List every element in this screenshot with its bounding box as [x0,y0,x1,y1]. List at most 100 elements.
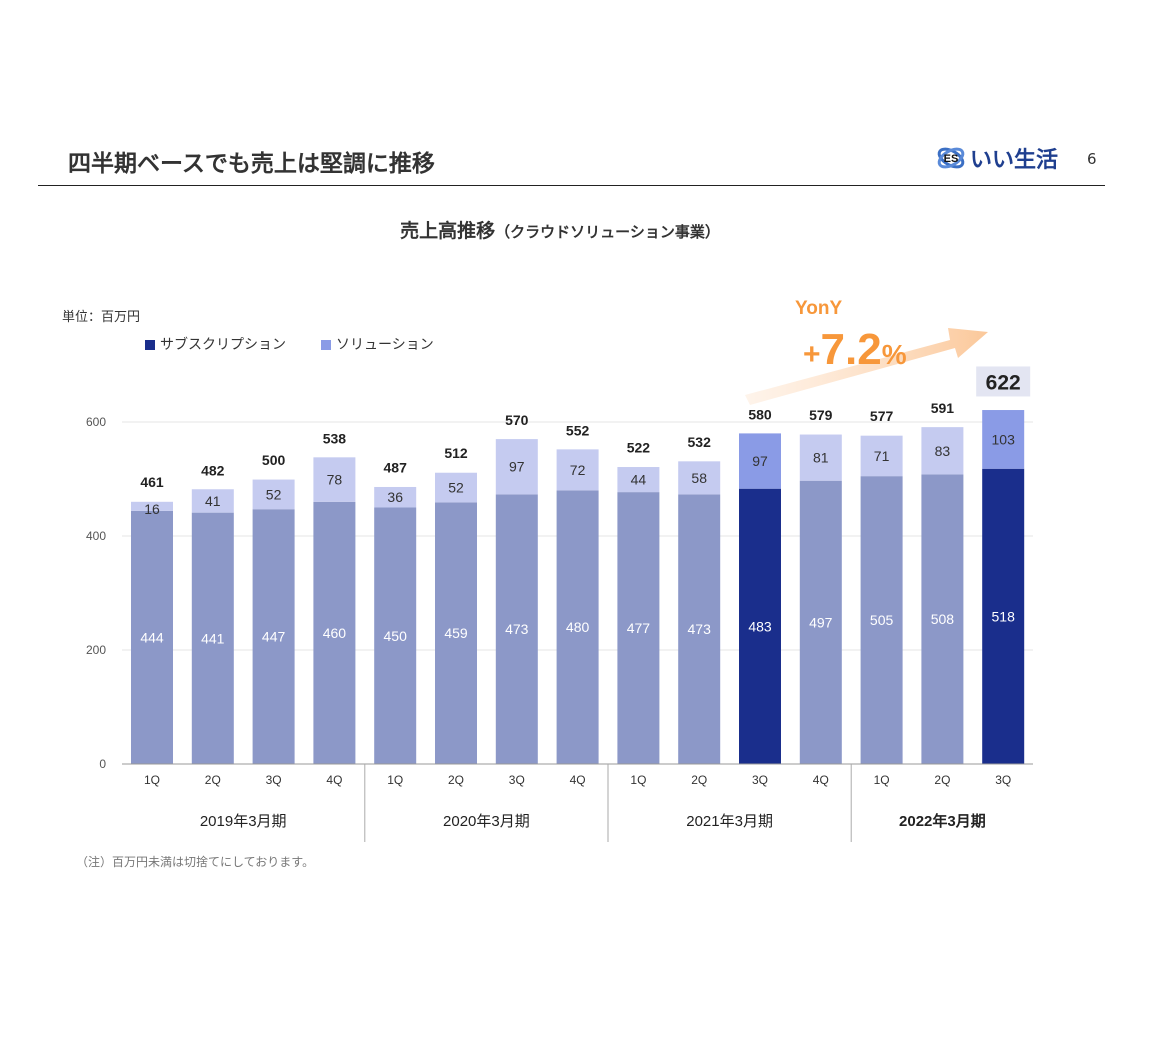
logo-text: いい生活 [970,147,1059,173]
legend-swatch [145,340,155,350]
chart-title: 売上高推移（クラウドソリューション事業） [0,216,1120,243]
chart-title-main: 売上高推移 [400,220,496,242]
total-value-label: 580 [748,406,772,422]
logo-mark-icon: ES [937,147,965,169]
solution-value-label: 103 [992,431,1016,447]
solution-value-label: 58 [691,470,707,486]
bar-subscription [617,492,660,764]
bar-subscription [678,494,721,764]
solution-value-label: 97 [752,453,768,469]
group-label: 2019年3月期 [200,813,287,830]
x-tick-label: 2Q [448,773,464,787]
subscription-value-label: 473 [505,621,529,637]
bar-subscription [921,474,964,764]
group-label: 2020年3月期 [443,813,530,830]
footnote: （注）百万円未満は切捨てにしております。 [76,855,315,869]
solution-value-label: 81 [813,450,829,466]
bar-solution [617,467,660,493]
subscription-value-label: 483 [748,618,772,634]
y-tick-label: 400 [86,529,106,543]
total-value-label: 552 [566,422,590,438]
x-tick-label: 3Q [266,773,282,787]
subscription-value-label: 508 [931,611,955,627]
x-tick-label: 1Q [630,773,646,787]
bar-subscription [374,507,417,764]
growth-arrow-icon [745,328,988,405]
y-tick-label: 0 [99,757,106,771]
bar-solution [739,433,781,489]
yony-value: +7.2% [803,325,907,374]
bar-subscription [799,480,842,764]
x-tick-label: 3Q [509,773,525,787]
x-tick-label: 2Q [934,773,950,787]
bar-subscription [252,509,295,764]
page-title: 四半期ベースでも売上は堅調に推移 [68,151,435,177]
x-tick-label: 2Q [691,773,707,787]
solution-value-label: 71 [874,448,890,464]
legend-label: サブスクリプション [160,336,286,352]
bar-subscription [435,502,477,764]
subscription-value-label: 441 [201,630,225,646]
chart-subtitle: （クラウドソリューション事業） [495,223,720,241]
total-value-label: 570 [505,412,529,428]
solution-value-label: 83 [935,443,951,459]
legend-swatch [321,340,331,350]
bar-solution [556,449,599,491]
bar-solution [191,489,234,513]
total-value-label: 532 [688,434,712,450]
total-value-label: 461 [140,474,164,490]
bar-solution [860,435,903,477]
group-label: 2022年3月期 [899,812,986,830]
subscription-value-label: 460 [323,625,347,641]
bar-solution [131,501,173,511]
subscription-value-label: 450 [384,628,408,644]
solution-value-label: 52 [448,480,464,496]
bar-subscription [739,488,781,764]
bar-subscription [860,476,903,764]
total-value-label: 487 [384,459,408,475]
bar-solution [982,410,1025,469]
x-tick-label: 3Q [752,773,768,787]
bar-solution [374,486,417,508]
legend-label: ソリューション [336,336,434,352]
total-value-label: 622 [986,371,1021,394]
bar-solution [678,461,721,495]
unit-label: 単位：百万円 [62,310,141,325]
svg-text:ES: ES [944,153,959,165]
company-logo: ES いい生活 [936,142,1058,174]
subscription-value-label: 518 [992,608,1016,624]
subscription-value-label: 473 [688,621,712,637]
bar-solution [921,427,964,475]
page-number: 6 [1087,150,1097,168]
subscription-value-label: 447 [262,629,286,645]
subscription-value-label: 480 [566,619,590,635]
total-highlight-box [976,366,1031,397]
total-value-label: 522 [627,439,651,455]
bar-subscription [495,494,538,764]
subscription-value-label: 497 [809,614,833,630]
yony-label: YonY [795,298,842,319]
solution-value-label: 97 [509,459,525,475]
bar-solution [435,472,477,503]
header-divider [38,185,1105,186]
solution-value-label: 72 [570,462,586,478]
x-tick-label: 3Q [995,773,1011,787]
subscription-value-label: 477 [627,620,651,636]
solution-value-label: 44 [631,472,647,488]
total-value-label: 591 [931,400,955,416]
total-value-label: 482 [201,462,225,478]
total-value-label: 538 [323,430,347,446]
bar-solution [313,457,356,502]
bar-subscription [191,512,234,764]
group-label: 2021年3月期 [686,813,773,830]
x-tick-label: 4Q [813,773,829,787]
solution-value-label: 41 [205,493,221,509]
subscription-value-label: 459 [444,625,468,641]
solution-value-label: 16 [144,501,160,517]
subscription-value-label: 505 [870,612,894,628]
bar-subscription [313,501,356,764]
x-tick-label: 4Q [326,773,342,787]
bar-subscription [131,510,173,764]
bar-solution [495,439,538,495]
